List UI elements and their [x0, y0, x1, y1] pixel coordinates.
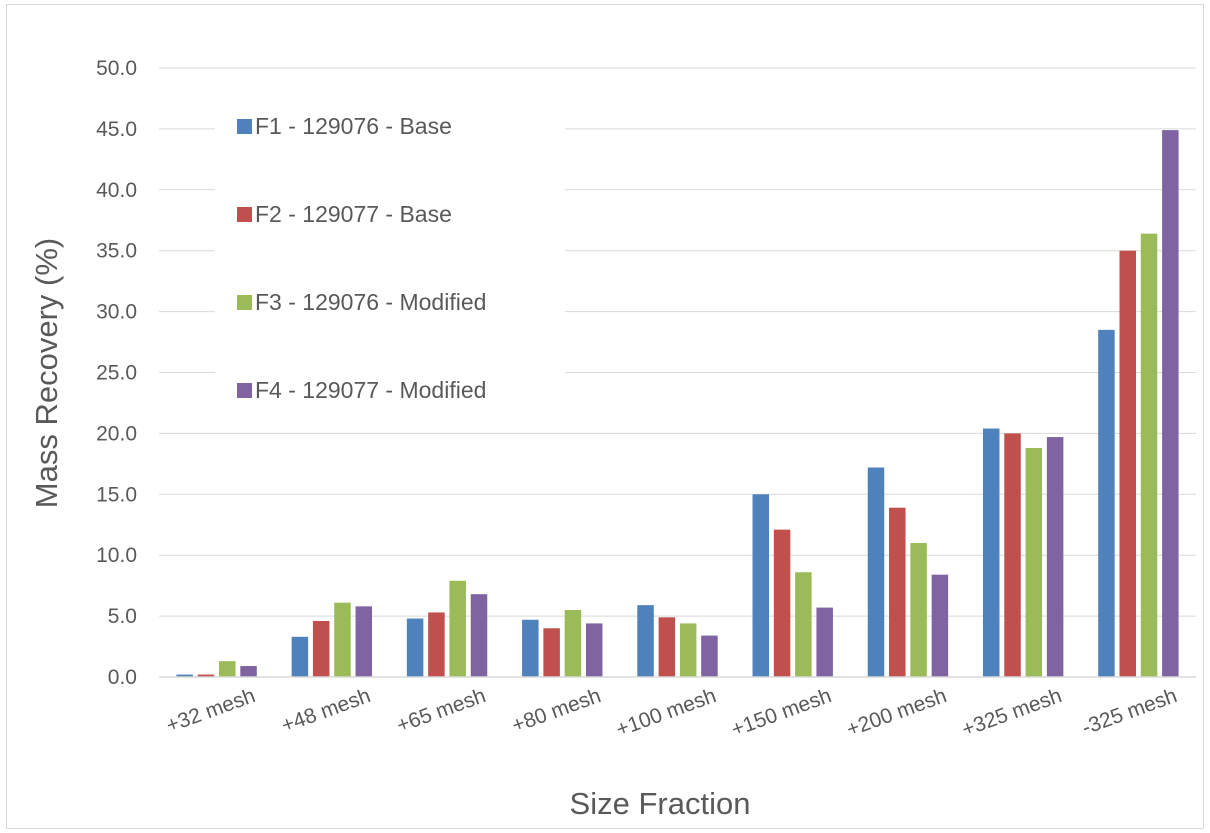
bar: [1162, 130, 1179, 678]
legend-background: [215, 98, 565, 428]
y-tick-label: 40.0: [96, 179, 137, 202]
legend-swatch: [237, 383, 252, 398]
bar: [428, 612, 445, 677]
bar: [176, 674, 193, 677]
x-tick-label: +100 mesh: [613, 684, 719, 741]
bar: [795, 572, 812, 677]
bar: [1046, 437, 1064, 677]
bar: [1140, 233, 1158, 677]
bar: [982, 428, 1000, 677]
y-tick-label: 35.0: [96, 240, 137, 263]
legend-swatch: [237, 207, 252, 222]
chart-frame: [6, 4, 1204, 829]
bar: [406, 618, 424, 677]
legend-swatch: [237, 119, 252, 134]
bar: [564, 610, 582, 677]
bar: [449, 580, 466, 677]
bar: [543, 628, 560, 677]
x-axis-title: Size Fraction: [570, 786, 751, 821]
bar: [219, 661, 236, 677]
legend-label: F1 - 129076 - Base: [255, 113, 452, 139]
legend: F1 - 129076 - Base F2 - 129077 - Base F3 -…: [237, 113, 486, 403]
y-tick-label: 30.0: [96, 301, 137, 324]
legend-label: F4 - 129077 - Modified: [255, 377, 486, 403]
bar: [1025, 448, 1043, 677]
x-tick-label: +65 mesh: [394, 684, 489, 737]
bar: [197, 674, 215, 677]
x-axis-tick-labels: +32 mesh +48 mesh +65 mesh +80 mesh +100 mes…: [163, 684, 1180, 741]
bar: [585, 623, 603, 677]
y-axis-tick-labels: 0.0 5.0 10.0 15.0 20.0 25.0 30.0 35.0 40.0 45.0 50…: [96, 57, 137, 689]
bar: [1119, 250, 1136, 677]
legend-label: F2 - 129077 - Base: [255, 201, 452, 227]
legend-swatch: [237, 295, 252, 310]
bar: [658, 617, 676, 677]
bar: [816, 607, 833, 677]
legend-label: F3 - 129076 - Modified: [255, 289, 486, 315]
bar: [773, 529, 791, 677]
y-tick-label: 15.0: [96, 483, 137, 506]
bar: [312, 620, 330, 677]
bar: [637, 605, 654, 677]
bar: [355, 606, 373, 677]
y-tick-label: 25.0: [96, 362, 137, 385]
x-tick-label: +325 mesh: [959, 684, 1065, 741]
y-tick-label: 5.0: [108, 605, 137, 628]
bar: [931, 574, 949, 677]
y-tick-label: 10.0: [96, 544, 137, 567]
x-tick-label: +32 mesh: [163, 684, 258, 737]
x-tick-label: +80 mesh: [509, 684, 604, 737]
bar: [522, 619, 539, 677]
bar: [1098, 329, 1115, 677]
x-tick-label: +200 mesh: [844, 684, 950, 741]
y-tick-label: 50.0: [96, 57, 137, 80]
bar: [867, 467, 885, 677]
bar: [240, 666, 257, 677]
y-axis-title: Mass Recovery (%): [29, 238, 64, 508]
x-tick-label: +150 mesh: [728, 684, 834, 741]
bar: [334, 602, 351, 677]
bar: [679, 623, 697, 677]
x-tick-label: -325 mesh: [1079, 684, 1180, 740]
y-tick-label: 0.0: [108, 666, 137, 689]
bar: [470, 594, 488, 677]
x-tick-label: +48 mesh: [278, 684, 373, 737]
bar: [752, 494, 770, 677]
bar: [910, 543, 927, 677]
y-tick-label: 20.0: [96, 422, 137, 445]
bars: [176, 130, 1179, 678]
bar: [889, 507, 906, 677]
bar: [1004, 433, 1021, 677]
bar: [701, 635, 718, 677]
y-tick-label: 45.0: [96, 118, 137, 141]
bar: [291, 636, 309, 677]
